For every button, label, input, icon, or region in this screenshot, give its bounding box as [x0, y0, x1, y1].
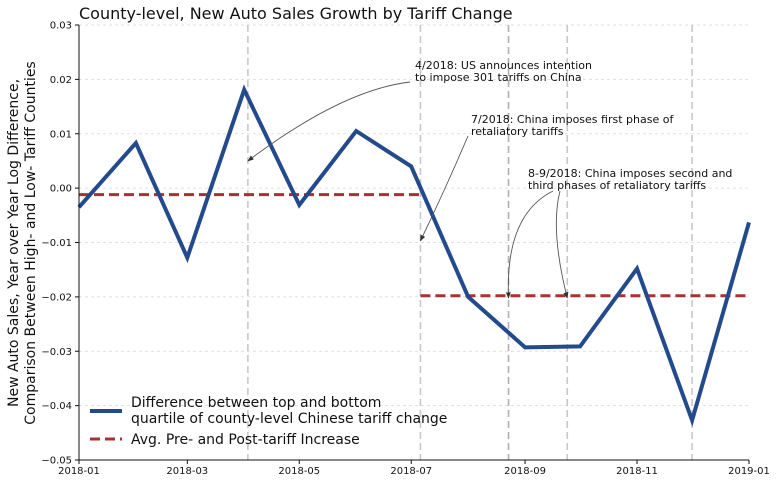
y-axis-label-line-1: New Auto Sales, Year over Year Log Diffe…: [6, 79, 22, 407]
x-tick-label: 2019-01: [728, 466, 770, 477]
x-tick-label: 2018-09: [504, 466, 546, 477]
annotation-1-arrow-1: [247, 81, 411, 162]
annotation-3-arrow-2: [555, 190, 569, 299]
annotation-1-line-1: 4/2018: US announces intention: [415, 59, 592, 72]
axes: −0.05 −0.04 −0.03 −0.02 −0.01 0.00 0.01 0.02 0.0…: [41, 21, 770, 478]
y-tick-label: 0.02: [50, 75, 72, 86]
series: [77, 84, 751, 427]
annotation-3-arrow-1: [505, 190, 554, 299]
legend-label-series-line-1: Difference between top and bottom: [131, 395, 381, 411]
y-tick-label: −0.02: [41, 292, 72, 303]
y-tick-label: −0.05: [41, 456, 72, 467]
legend: Difference between top and bottomquartil…: [90, 395, 447, 448]
y-axis-label: New Auto Sales, Year over Year Log Diffe…: [6, 61, 39, 424]
reference-lines: [79, 193, 749, 298]
y-tick-label: 0.00: [50, 184, 72, 195]
chart-title: County-level, New Auto Sales Growth by T…: [79, 4, 513, 23]
series-line-1: [77, 84, 751, 427]
legend-label-average: Avg. Pre- and Post-tariff Increase: [131, 432, 360, 448]
y-tick-label: −0.01: [41, 238, 72, 249]
x-tick-label: 2018-05: [278, 466, 320, 477]
y-tick-label: −0.03: [41, 347, 72, 358]
y-axis-label-line-2: Comparison Between High- and Low- Tariff…: [23, 61, 39, 424]
x-tick-label: 2018-07: [390, 466, 432, 477]
annotation-2-arrow-1: [420, 135, 469, 242]
x-tick-label: 2018-03: [166, 466, 208, 477]
annotation-2-line-1: 7/2018: China imposes first phase of: [471, 113, 674, 126]
y-tick-label: 0.03: [50, 21, 72, 32]
x-tick-label: 2018-01: [58, 466, 100, 477]
annotation-3-line-2: third phases of retaliatory tariffs: [528, 179, 706, 192]
legend-label-series-line-2: quartile of county-level Chinese tariff …: [131, 411, 447, 427]
annotation-1-line-2: to impose 301 tariffs on China: [415, 71, 582, 84]
annotation-2-line-2: retaliatory tariffs: [471, 125, 564, 138]
grid: [79, 24, 749, 407]
x-tick-label: 2018-11: [616, 466, 658, 477]
y-tick-label: −0.04: [41, 401, 72, 412]
y-tick-label: 0.01: [50, 129, 72, 140]
annotation-3-line-1: 8-9/2018: China imposes second and: [528, 167, 732, 180]
